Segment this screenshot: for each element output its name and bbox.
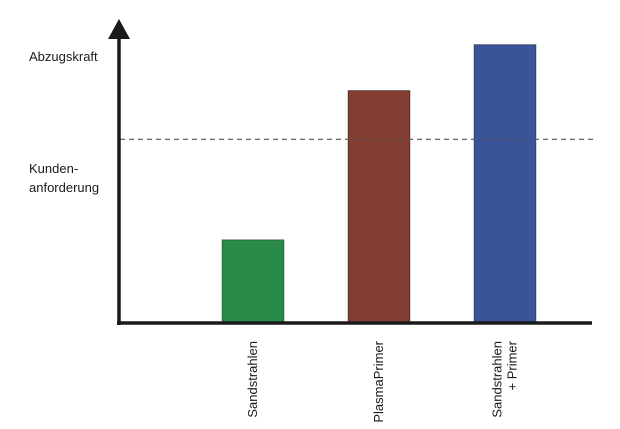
x-tick-label-line: Sandstrahlen bbox=[245, 341, 260, 418]
x-tick-label-line: PlasmaPrimer bbox=[371, 340, 386, 422]
x-tick-label-line: + Primer bbox=[505, 340, 520, 390]
x-tick-label: Sandstrahlen+ Primer bbox=[490, 340, 520, 417]
x-tick-label: PlasmaPrimer bbox=[371, 340, 386, 422]
x-tick-label: Sandstrahlen bbox=[245, 341, 260, 418]
reference-line-label-line: anforderung bbox=[29, 180, 99, 195]
x-tick-labels: Sandstrahlen PlasmaPrimer Sandstrahlen+ Pr… bbox=[245, 340, 520, 422]
bar-sandstrahlen-primer bbox=[473, 44, 537, 324]
bar-plasmaprimer bbox=[347, 90, 411, 324]
y-axis-arrowhead bbox=[108, 19, 130, 39]
bars-group bbox=[221, 44, 537, 324]
y-axis-label: Abzugskraft bbox=[29, 49, 98, 64]
reference-line-label: Kunden-anforderung bbox=[29, 161, 99, 195]
bar-sandstrahlen bbox=[221, 239, 285, 324]
x-tick-label-line: Sandstrahlen bbox=[490, 341, 505, 418]
reference-line-label-line: Kunden- bbox=[29, 161, 78, 176]
